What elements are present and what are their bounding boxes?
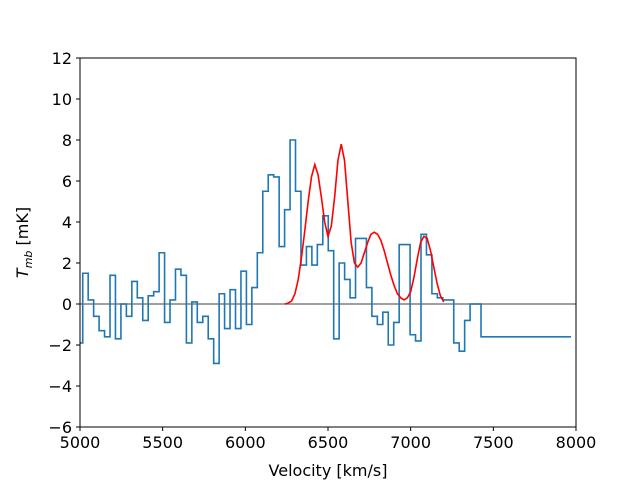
- spectrum-steps-line: [80, 139, 572, 365]
- y-tick-label: −6: [48, 418, 72, 437]
- x-tick-label: 5500: [142, 433, 183, 452]
- x-tick-label: 8000: [556, 433, 597, 452]
- y-axis-title: Tmb [mK]: [13, 207, 35, 278]
- y-tick-label: 6: [62, 172, 72, 191]
- x-tick-label: 7000: [390, 433, 431, 452]
- y-axis: −6 −4 −2 0 2 4 6 8 10 12: [48, 49, 80, 437]
- y-tick-label: 4: [62, 213, 72, 232]
- fit-curve-line: [284, 143, 445, 305]
- y-tick-label: −4: [48, 377, 72, 396]
- plot-area: [80, 139, 576, 365]
- y-axis-title-main: T: [13, 267, 32, 278]
- y-axis-title-unit: [mK]: [13, 207, 32, 251]
- x-tick-label: 7500: [473, 433, 514, 452]
- y-tick-label: 2: [62, 254, 72, 273]
- y-axis-title-sub: mb: [22, 251, 35, 269]
- y-tick-label: −2: [48, 336, 72, 355]
- x-tick-label: 5000: [60, 433, 101, 452]
- x-tick-label: 6000: [225, 433, 266, 452]
- x-tick-label: 6500: [308, 433, 349, 452]
- y-tick-label: 8: [62, 131, 72, 150]
- axes-frame: [79, 57, 577, 428]
- x-axis: 5000 5500 6000 6500 7000 7500 8000: [60, 427, 597, 452]
- y-tick-label: 0: [62, 295, 72, 314]
- y-tick-label: 10: [52, 90, 72, 109]
- x-axis-title: Velocity [km/s]: [269, 461, 388, 480]
- y-tick-label: 12: [52, 49, 72, 68]
